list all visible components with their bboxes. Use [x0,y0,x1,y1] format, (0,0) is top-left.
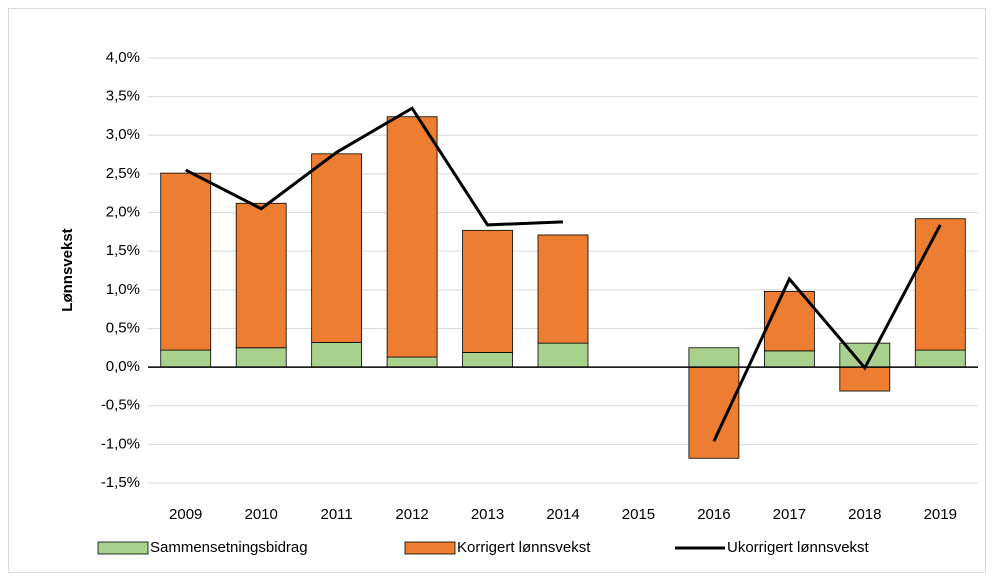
y-tick-label: 0,0% [106,358,140,375]
bar [688,366,740,459]
y-tick-label: 1,0% [106,281,140,298]
bar [386,116,438,358]
y-tick-label: 4,0% [106,49,140,66]
y-tick-label: 1,5% [106,242,140,259]
bar [235,202,287,349]
bar [537,234,589,344]
y-tick-label: 3,5% [106,88,140,105]
bar [688,347,740,368]
legend-label: Korrigert lønnsvekst [457,539,591,556]
x-tick-label: 2018 [848,506,881,523]
bar [839,366,891,392]
legend-label: Sammensetningsbidrag [150,539,308,556]
y-tick-label: 0,5% [106,319,140,336]
y-axis-title: Lønnsvekst [59,228,76,311]
y-tick-label: 3,0% [106,126,140,143]
legend-swatch [404,541,456,555]
legend-swatch [97,541,149,555]
x-tick-label: 2011 [321,506,353,523]
bar [462,352,513,368]
x-tick-label: 2013 [471,506,504,523]
x-tick-label: 2016 [697,506,730,523]
line [185,106,564,227]
y-tick-label: 2,5% [106,165,140,182]
bar [763,290,815,352]
y-tick-label: -1,0% [101,435,140,452]
bar [386,356,438,368]
y-tick-label: -1,5% [101,474,140,491]
bar [537,342,589,368]
x-tick-label: 2012 [395,506,428,523]
line [712,224,942,442]
bar [763,350,815,368]
bar [311,341,363,368]
bar [235,347,287,368]
y-tick-label: -0,5% [101,397,140,414]
y-tick-label: 2,0% [106,204,140,221]
bar [160,349,212,368]
bar [914,349,966,368]
bar [462,229,513,353]
x-tick-label: 2010 [244,506,277,523]
bar [914,218,966,351]
legend-label: Ukorrigert lønnsvekst [727,539,870,556]
bar [160,172,212,351]
x-tick-label: 2019 [924,506,957,523]
x-tick-label: 2009 [169,506,202,523]
x-tick-label: 2017 [773,506,806,523]
x-tick-label: 2015 [622,506,655,523]
x-tick-label: 2014 [546,506,579,523]
bar [311,153,363,343]
